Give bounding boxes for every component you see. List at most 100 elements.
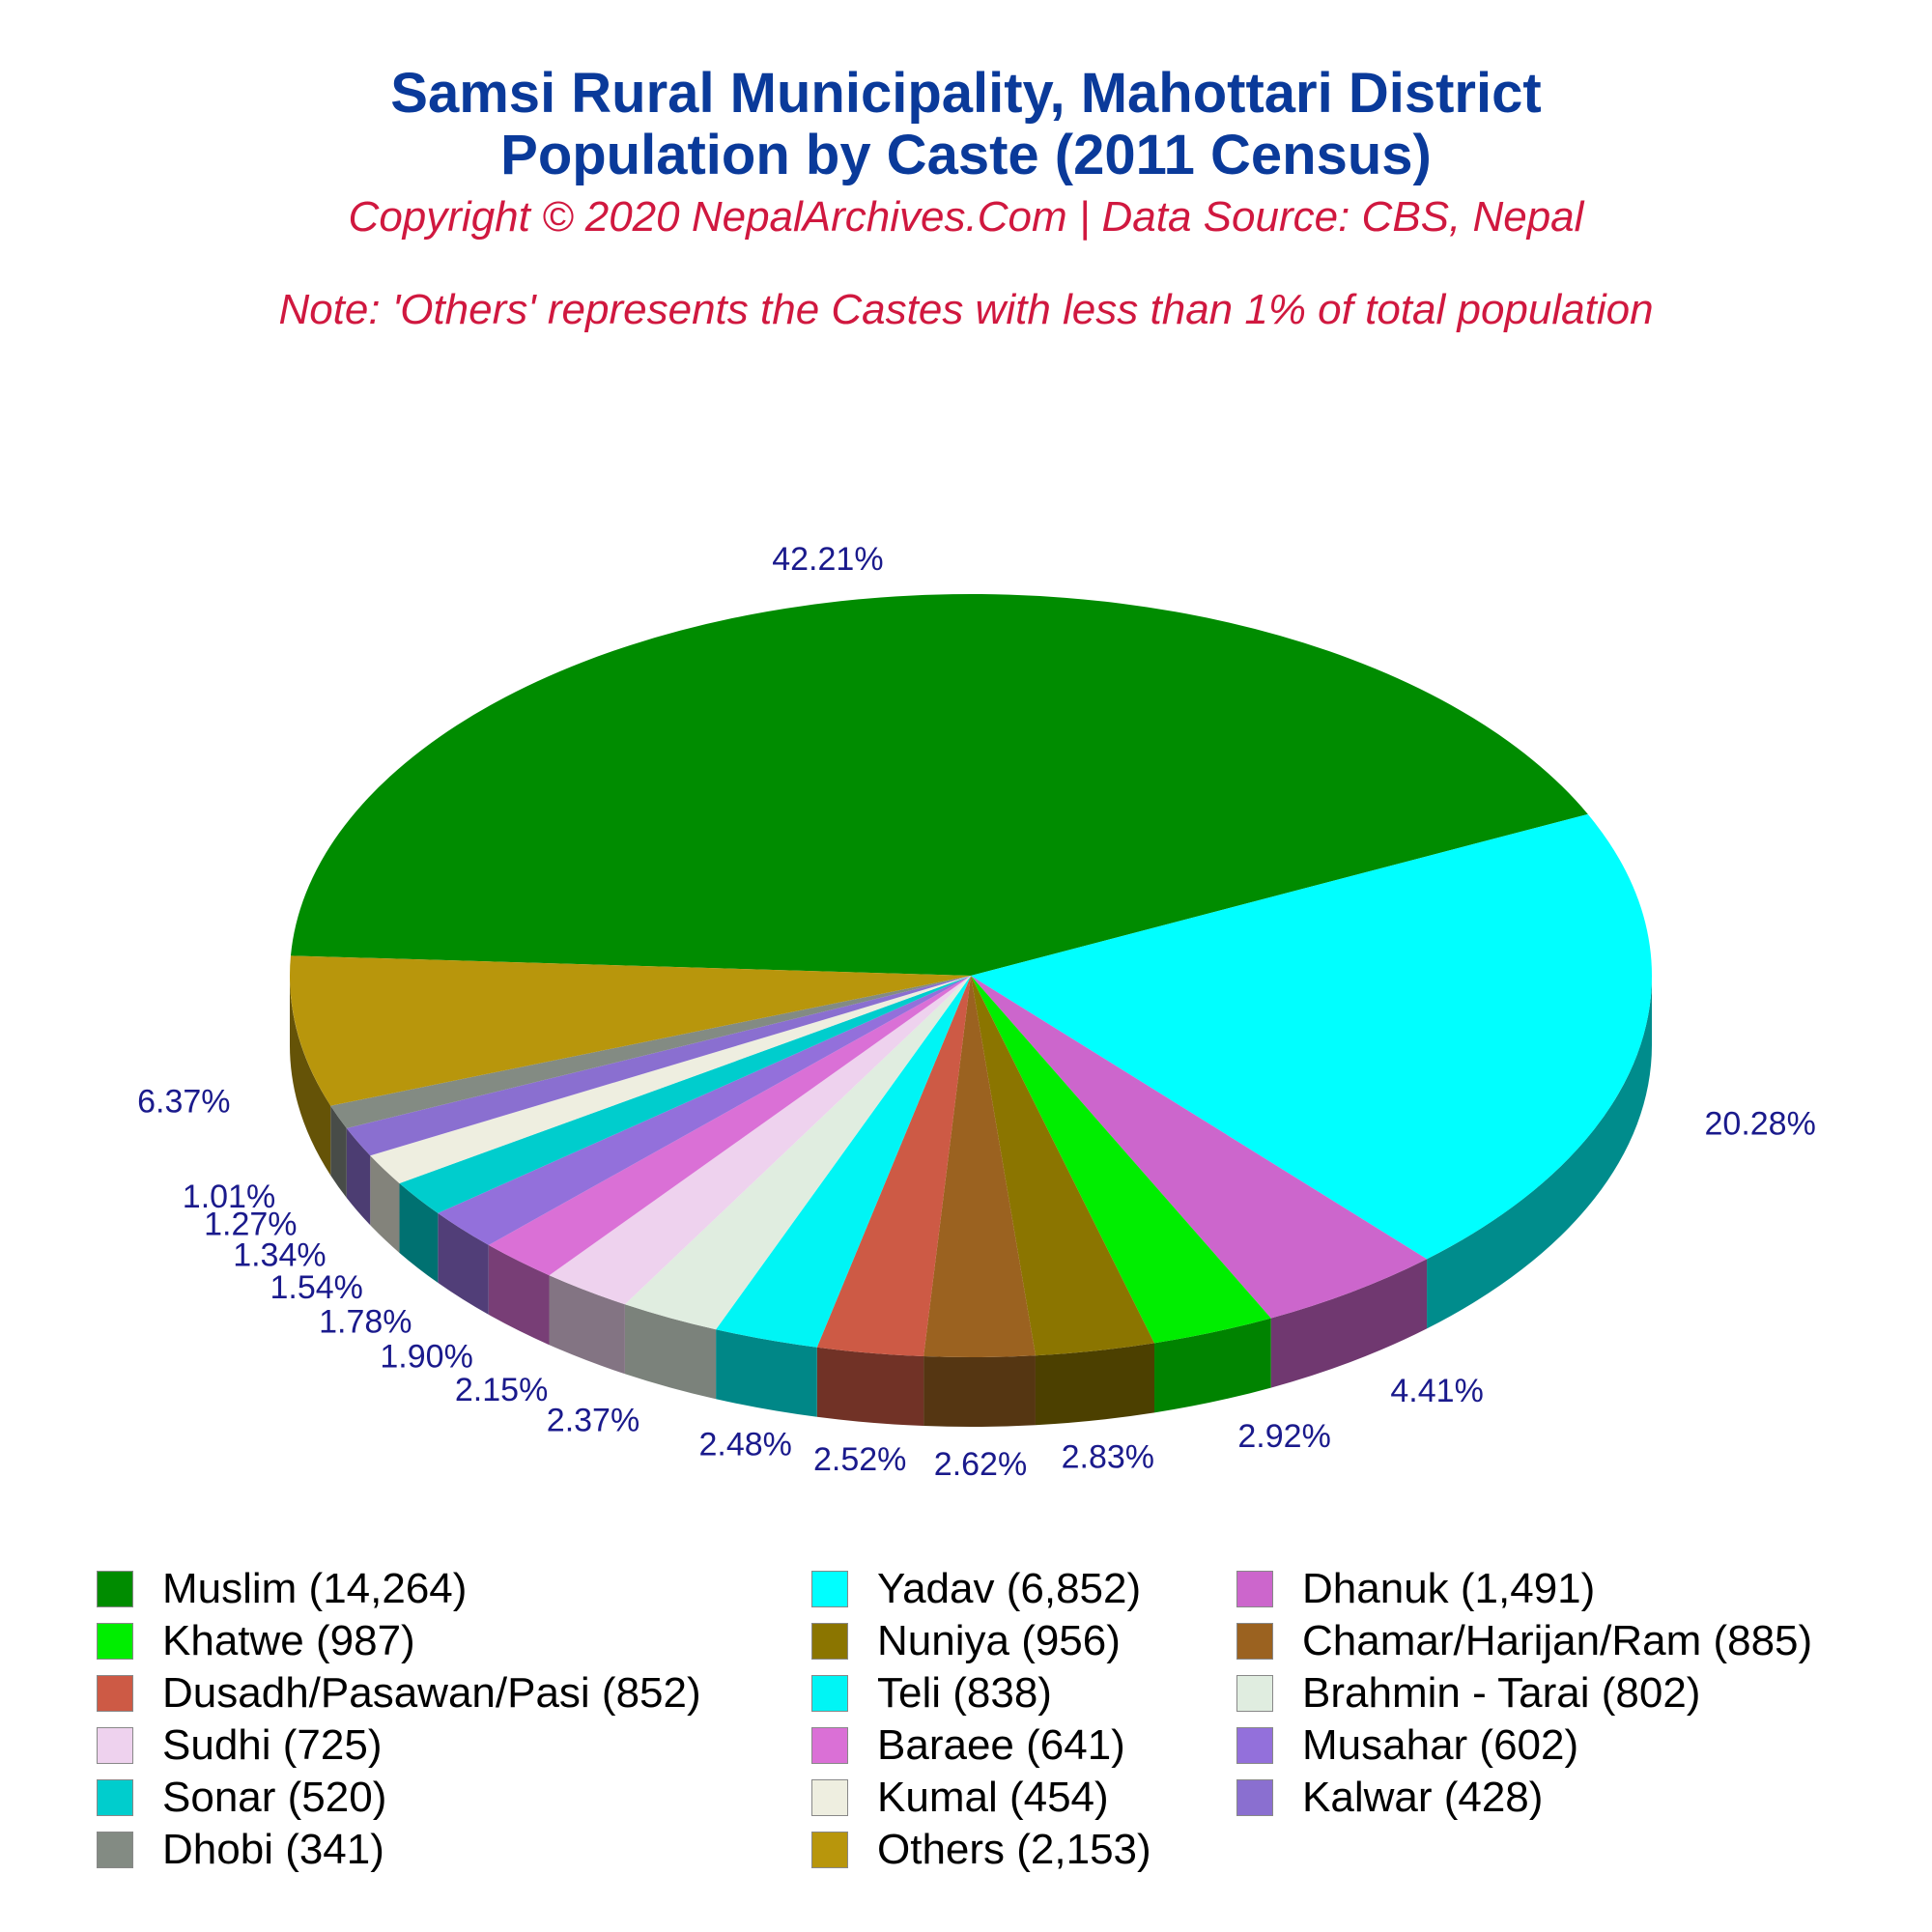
legend-item-khatwe: Khatwe (987) <box>97 1615 415 1667</box>
pie-slice-baraee <box>488 976 971 1276</box>
legend-item-others: Others (2,153) <box>811 1824 1151 1876</box>
pie-side-kalwar <box>346 1127 371 1226</box>
chart-title-line2: Population by Caste (2011 Census) <box>500 124 1432 186</box>
legend-item-nuniya: Nuniya (956) <box>811 1615 1121 1667</box>
pie-side-teli <box>716 1329 817 1417</box>
percent-label-kumal: 1.34% <box>233 1236 326 1273</box>
legend-item-dusadh-pasawan-pasi: Dusadh/Pasawan/Pasi (852) <box>97 1667 701 1719</box>
pie-side-yadav <box>1427 976 1652 1329</box>
pie-slice-brahmin-tarai <box>624 976 971 1330</box>
legend-item-yadav: Yadav (6,852) <box>811 1563 1141 1615</box>
pie-slice-nuniya <box>971 976 1155 1356</box>
legend-label: Musahar (602) <box>1302 1721 1579 1769</box>
pie-slice-muslim <box>290 594 1588 976</box>
legend-label: Yadav (6,852) <box>877 1565 1142 1612</box>
legend-label: Nuniya (956) <box>877 1617 1121 1664</box>
pie-side-nuniya <box>1035 1343 1155 1426</box>
chart-title-line1: Samsi Rural Municipality, Mahottari Dist… <box>390 62 1542 125</box>
note-text: Note: 'Others' represents the Castes wit… <box>278 286 1654 333</box>
legend-label: Kumal (454) <box>877 1774 1109 1821</box>
legend-label: Brahmin - Tarai (802) <box>1302 1669 1701 1717</box>
pie-slice-dusadh-pasawan-pasi <box>816 976 971 1357</box>
pie-side-dhanuk <box>1270 1259 1428 1388</box>
pie-side-dhobi <box>330 1105 347 1198</box>
legend-label: Chamar/Harijan/Ram (885) <box>1302 1617 1813 1664</box>
pie-slice-kumal <box>370 976 971 1183</box>
legend-swatch <box>811 1623 848 1660</box>
pie-side-kumal <box>370 1155 400 1253</box>
legend-swatch <box>97 1623 133 1660</box>
legend-swatch <box>97 1832 133 1868</box>
pie-side-sonar <box>399 1182 439 1283</box>
legend-item-teli: Teli (838) <box>811 1667 1052 1719</box>
legend-item-musahar: Musahar (602) <box>1236 1719 1578 1772</box>
legend-swatch <box>1236 1779 1273 1816</box>
percent-label-musahar: 1.78% <box>319 1304 412 1341</box>
legend-swatch <box>97 1779 133 1816</box>
pie-side-khatwe <box>1154 1318 1271 1413</box>
percent-label-dusadh-pasawan-pasi: 2.52% <box>813 1441 906 1478</box>
pie-side-baraee <box>488 1244 550 1346</box>
pie-side-others <box>290 976 331 1176</box>
legend-swatch <box>97 1571 133 1607</box>
pie-slice-sonar <box>399 976 972 1213</box>
legend-label: Others (2,153) <box>877 1826 1151 1873</box>
legend-item-dhanuk: Dhanuk (1,491) <box>1236 1563 1595 1615</box>
pie-slice-kalwar <box>346 976 971 1156</box>
legend-item-sudhi: Sudhi (725) <box>97 1719 382 1772</box>
legend-swatch <box>811 1675 848 1712</box>
percent-label-khatwe: 2.92% <box>1237 1418 1330 1455</box>
percent-label-dhobi: 1.01% <box>183 1179 275 1215</box>
legend-label: Sonar (520) <box>162 1774 387 1821</box>
legend-swatch <box>97 1675 133 1712</box>
legend-item-muslim: Muslim (14,264) <box>97 1563 467 1615</box>
legend-label: Sudhi (725) <box>162 1721 383 1769</box>
legend-swatch <box>811 1727 848 1764</box>
percent-label-brahmin-tarai: 2.37% <box>547 1402 639 1438</box>
legend-item-baraee: Baraee (641) <box>811 1719 1125 1772</box>
percent-label-muslim: 42.21% <box>772 541 883 578</box>
pie-slice-musahar <box>438 976 971 1245</box>
legend-swatch <box>1236 1675 1273 1712</box>
legend-item-brahmin-tarai: Brahmin - Tarai (802) <box>1236 1667 1700 1719</box>
legend-swatch <box>811 1832 848 1868</box>
percent-label-teli: 2.48% <box>698 1426 791 1463</box>
pie-slice-others <box>289 955 971 1106</box>
legend-label: Dhobi (341) <box>162 1826 384 1873</box>
legend-label: Baraee (641) <box>877 1721 1125 1769</box>
legend-swatch <box>811 1779 848 1816</box>
legend-swatch <box>1236 1623 1273 1660</box>
legend-swatch <box>97 1727 133 1764</box>
pie-sides <box>290 976 1652 1428</box>
percent-label-dhanuk: 4.41% <box>1390 1373 1483 1409</box>
legend-swatch <box>1236 1727 1273 1764</box>
pie-slice-sudhi <box>549 976 971 1305</box>
legend-label: Khatwe (987) <box>162 1617 415 1664</box>
legend-label: Dhanuk (1,491) <box>1302 1565 1596 1612</box>
legend-label: Teli (838) <box>877 1669 1052 1717</box>
legend-item-dhobi: Dhobi (341) <box>97 1824 384 1876</box>
percent-label-chamar-harijan-ram: 2.62% <box>934 1446 1027 1483</box>
percent-label-others: 6.37% <box>137 1084 230 1121</box>
copyright-text: Copyright © 2020 NepalArchives.Com | Dat… <box>348 193 1584 241</box>
legend-label: Kalwar (428) <box>1302 1774 1544 1821</box>
percent-label-sonar: 1.54% <box>270 1269 362 1306</box>
percent-label-kalwar: 1.27% <box>204 1207 297 1243</box>
pie-slice-khatwe <box>971 976 1271 1344</box>
pie-slice-chamar-harijan-ram <box>923 976 1036 1357</box>
legend-item-sonar: Sonar (520) <box>97 1772 386 1824</box>
legend-swatch <box>811 1571 848 1607</box>
legend-label: Dusadh/Pasawan/Pasi (852) <box>162 1669 701 1717</box>
percent-label-sudhi: 2.15% <box>455 1372 548 1408</box>
legend-item-kumal: Kumal (454) <box>811 1772 1109 1824</box>
pie-slice-yadav <box>971 813 1652 1260</box>
pie-slice-dhanuk <box>971 976 1428 1319</box>
pie-side-chamar-harijan-ram <box>923 1355 1036 1428</box>
percent-label-nuniya: 2.83% <box>1062 1438 1154 1475</box>
pie-slice-dhobi <box>330 976 972 1128</box>
legend-item-chamar-harijan-ram: Chamar/Harijan/Ram (885) <box>1236 1615 1812 1667</box>
legend-swatch <box>1236 1571 1273 1607</box>
pie-top <box>289 594 1652 1357</box>
